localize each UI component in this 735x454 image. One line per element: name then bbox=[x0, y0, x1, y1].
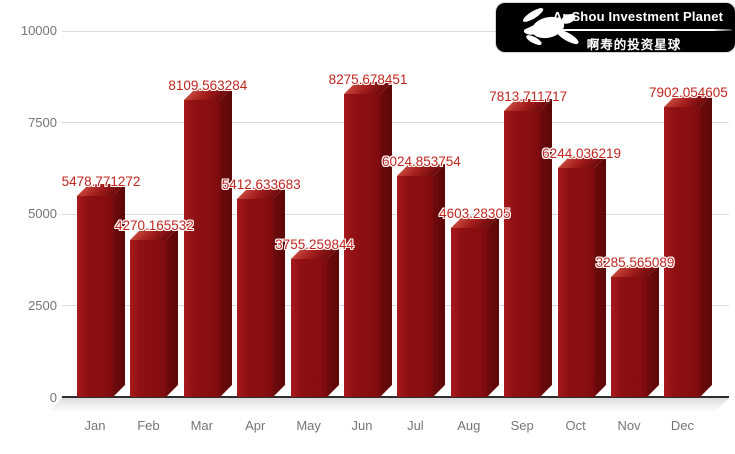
bar-front-face bbox=[130, 240, 167, 397]
bar-side-face bbox=[380, 81, 392, 397]
bar-side-face bbox=[486, 216, 499, 397]
gridline bbox=[62, 213, 729, 215]
bar-front-face bbox=[450, 228, 487, 397]
logo-title: Ar Shou Investment Planet bbox=[552, 9, 724, 24]
y-axis-tick-label: 10000 bbox=[20, 23, 57, 38]
x-axis-category-label: Aug bbox=[457, 418, 481, 433]
logo-banner: Ar Shou Investment Planet 啊寿的投资星球 bbox=[496, 3, 735, 52]
bar-value-label: 8109.563284 bbox=[168, 77, 248, 93]
bar-value-label: 8275.678451 bbox=[328, 71, 408, 87]
x-axis-category-label: May bbox=[296, 418, 321, 433]
bar-front-face bbox=[290, 259, 327, 397]
y-axis-tick-label: 7500 bbox=[28, 114, 57, 130]
x-axis-category-label: Jun bbox=[351, 418, 373, 433]
bar-side-face bbox=[273, 186, 286, 397]
bar-value-label: 3755.259844 bbox=[275, 237, 355, 253]
bar-side-face bbox=[700, 95, 713, 397]
chart-floor-3d bbox=[49, 398, 729, 411]
bar-value-label: 7902.054605 bbox=[648, 85, 728, 101]
bar-value-label: 3285.565089 bbox=[595, 254, 675, 270]
x-axis-category-label: Feb bbox=[137, 418, 160, 433]
x-axis-category-label: Sep bbox=[510, 418, 534, 433]
bar-side-face bbox=[166, 228, 179, 397]
bar-value-label: 5412.633683 bbox=[221, 176, 301, 192]
x-axis-category-label: Nov bbox=[617, 418, 641, 433]
bar-front-face bbox=[77, 196, 113, 397]
bar-front-face bbox=[397, 176, 434, 397]
bar-value-label: 6244.036219 bbox=[542, 146, 622, 162]
gridline bbox=[62, 122, 729, 124]
y-axis-tick-label: 5000 bbox=[28, 206, 57, 222]
x-axis-category-label: Apr bbox=[245, 418, 266, 433]
bar-side-face bbox=[593, 156, 606, 397]
gridline bbox=[62, 305, 729, 307]
y-axis-tick-label: 0 bbox=[49, 389, 57, 405]
bar-value-label: 4603.28305 bbox=[439, 206, 511, 222]
bar-front-face bbox=[504, 110, 541, 397]
bar-front-face bbox=[344, 93, 380, 397]
logo-subtitle: 啊寿的投资星球 bbox=[586, 38, 682, 52]
bar-value-label: 6024.853754 bbox=[381, 154, 461, 170]
bar-front-face bbox=[183, 99, 220, 397]
bar-front-face bbox=[664, 107, 701, 397]
bar-value-label: 4270.165532 bbox=[114, 218, 194, 234]
bar-side-face bbox=[113, 184, 125, 397]
bar-front-face bbox=[237, 198, 274, 397]
x-axis-category-label: Jan bbox=[84, 418, 106, 433]
bar-side-face bbox=[433, 164, 446, 397]
bar-front-face bbox=[611, 276, 647, 397]
bar-side-face bbox=[219, 87, 232, 397]
bar-value-label: 5478.771272 bbox=[61, 174, 141, 190]
gridline bbox=[62, 30, 729, 32]
bar-value-label: 7813.711717 bbox=[489, 88, 568, 104]
x-axis-category-label: Oct bbox=[565, 418, 586, 433]
bar-side-face bbox=[647, 264, 659, 397]
y-axis-tick-label: 2500 bbox=[28, 297, 57, 313]
bar-side-face bbox=[540, 98, 553, 397]
bar-front-face bbox=[557, 168, 594, 397]
x-axis-baseline bbox=[62, 395, 729, 398]
logo-underline bbox=[536, 29, 732, 31]
x-axis-category-label: Jul bbox=[407, 418, 424, 433]
turtle-icon bbox=[522, 8, 579, 45]
x-axis-category-label: Mar bbox=[190, 418, 213, 433]
bar-side-face bbox=[326, 247, 339, 397]
x-axis-category-label: Dec bbox=[670, 418, 694, 433]
